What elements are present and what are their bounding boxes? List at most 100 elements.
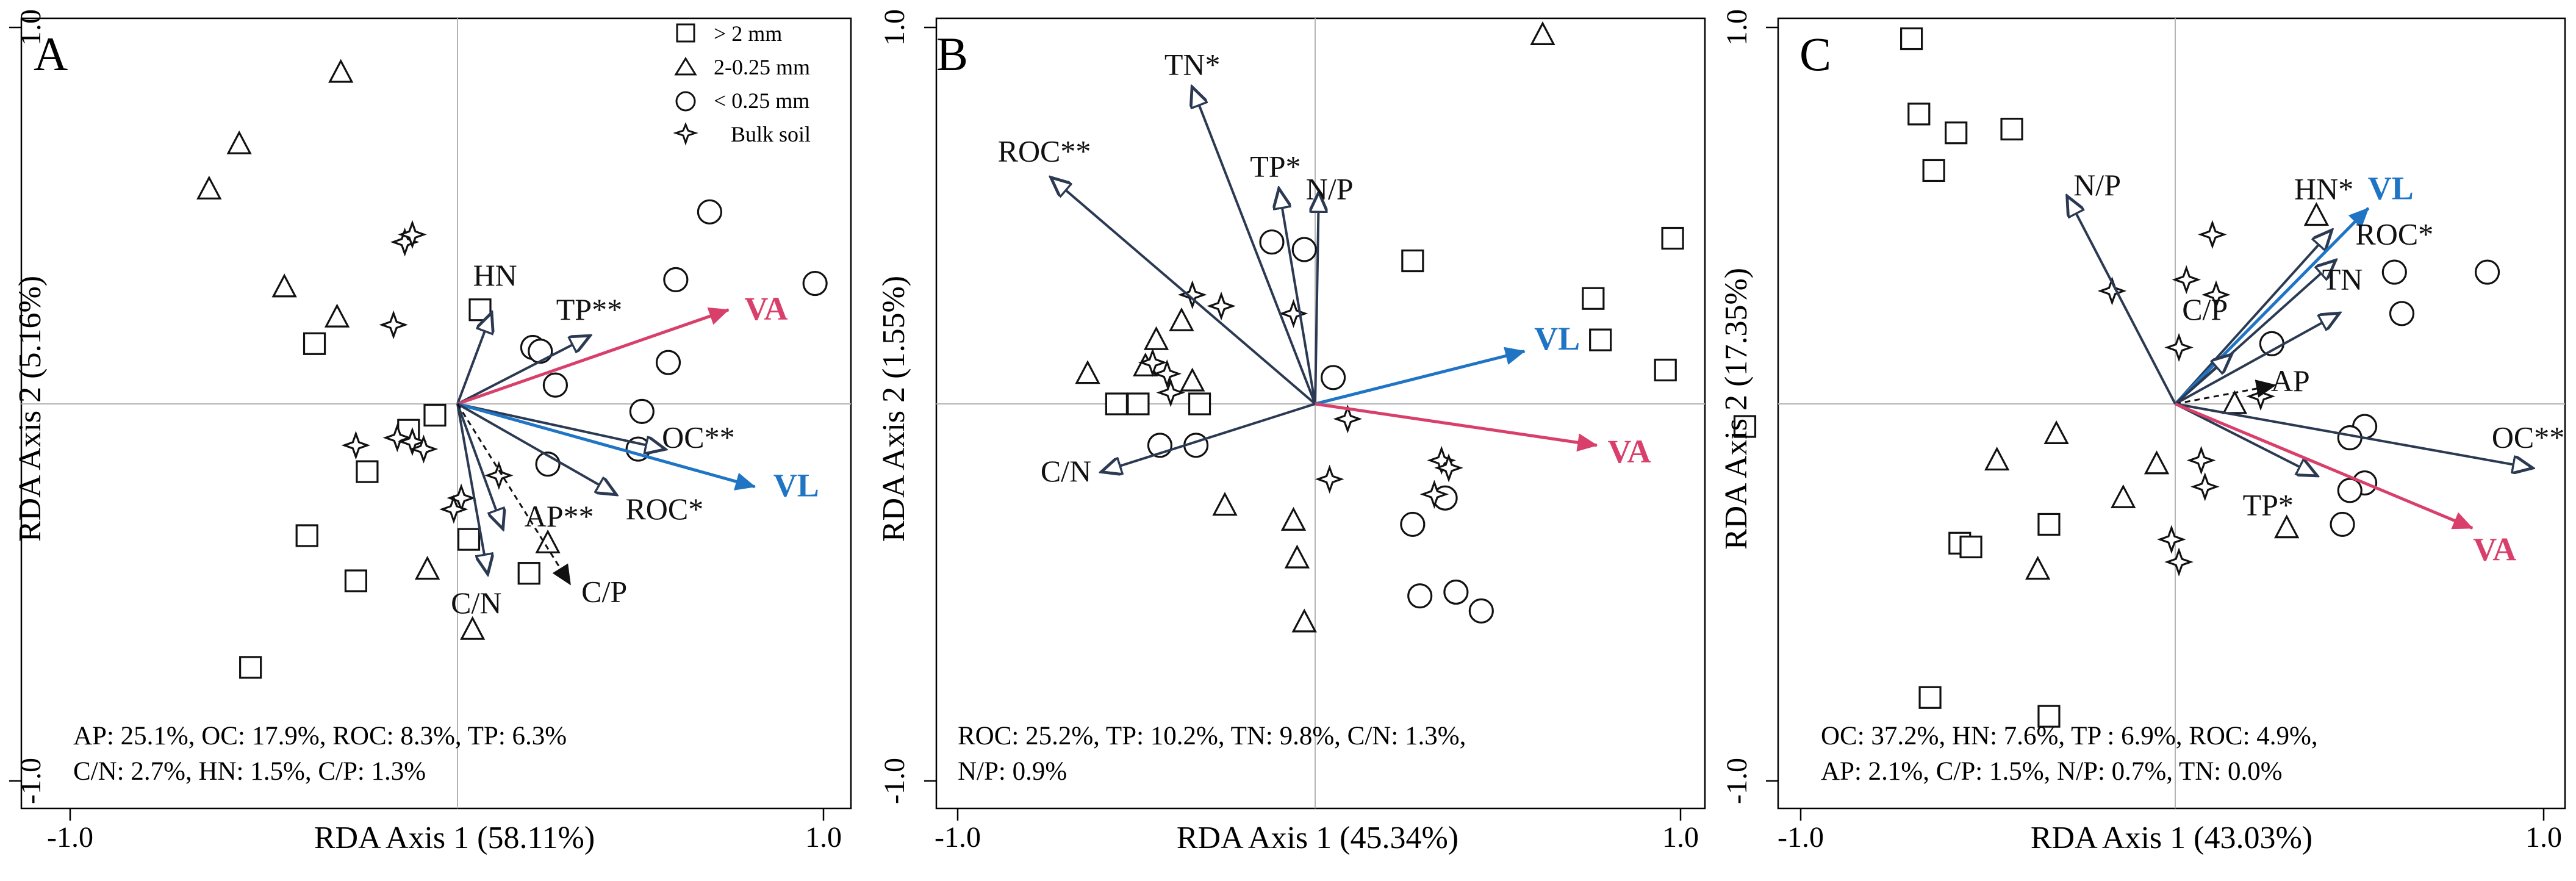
point-triangle <box>1984 447 2010 471</box>
point-star <box>2186 445 2216 475</box>
panel-c: C -1.0 1.0 1.0 -1.0 RDA Axis 1 (43.03%) … <box>1719 9 2566 855</box>
point-circle <box>1291 237 1317 262</box>
point-star <box>2198 220 2227 250</box>
point-square <box>356 460 379 483</box>
panel-b: B -1.0 1.0 1.0 -1.0 RDA Axis 1 (45.34%) … <box>877 9 1757 855</box>
point-square <box>1188 392 1211 415</box>
point-star <box>439 495 468 524</box>
point-triangle <box>1530 21 1555 45</box>
point-triangle <box>535 529 561 553</box>
point-square <box>344 569 368 592</box>
panel-c-y-ticks: 1.0 -1.0 <box>1721 9 1778 804</box>
point-circle <box>655 350 681 375</box>
panel-c-frame <box>1777 17 2566 810</box>
panel-c-x-ticks: -1.0 1.0 <box>1778 808 2562 854</box>
point-square <box>2037 512 2061 536</box>
point-circle <box>1468 598 1494 624</box>
panel-c-x-tick-label: -1.0 <box>1778 821 1824 854</box>
arrow-label: C/P <box>581 575 627 609</box>
point-square <box>1945 121 1968 145</box>
point-triangle <box>1280 506 1307 531</box>
point-star <box>2164 547 2194 577</box>
point-star <box>1315 464 1344 494</box>
point-star <box>2164 333 2194 362</box>
arrow-tp <box>457 336 589 405</box>
point-star <box>1152 359 1182 389</box>
point-star <box>484 461 514 490</box>
point-star <box>1207 291 1236 321</box>
arrow-label: OC** <box>662 420 734 455</box>
arrow-oc <box>2175 403 2532 468</box>
arrow-label: C/P <box>2182 292 2228 326</box>
arrow-label: TN <box>2322 262 2363 296</box>
panel-b-summary-line-1: ROC: 25.2%, TP: 10.2%, TN: 9.8%, C/N: 1.… <box>958 722 1466 750</box>
panel-b-plot-layer: TN* ROC** TP*N/P VL VA C/N <box>998 21 1757 633</box>
panel-c-x-axis-label: RDA Axis 1 (43.03%) <box>2031 821 2312 855</box>
panel-a: A -1.0 1.0 1.0 -1.0 RDA Axis 1 (58.11%) … <box>9 9 852 855</box>
panel-b-y-axis-label: RDA Axis 2 (1.55%) <box>877 276 911 542</box>
arrow-tp <box>1279 189 1316 405</box>
point-star <box>2157 525 2186 554</box>
panel-b-x-axis-label: RDA Axis 1 (45.34%) <box>1177 821 1458 855</box>
panel-a-label: A <box>34 27 68 81</box>
point-square <box>2037 705 2061 728</box>
point-star <box>2172 265 2201 295</box>
arrow-vl <box>2174 207 2370 405</box>
panel-c-summary-line-1: OC: 37.2%, HN: 7.6%, TP : 6.9%, ROC: 4.9… <box>1821 722 2318 750</box>
arrow-cp <box>2174 355 2231 405</box>
point-triangle <box>1212 492 1238 516</box>
point-circle <box>1443 579 1469 605</box>
point-circle <box>1259 229 1285 255</box>
point-triangle <box>460 616 486 640</box>
panel-b-y-ticks: 1.0 -1.0 <box>878 9 936 804</box>
point-circle <box>2337 478 2363 503</box>
legend-square-icon <box>676 23 695 43</box>
legend-label: Bulk soil <box>731 122 811 146</box>
panel-b-label: B <box>936 27 968 81</box>
point-circle <box>528 339 553 364</box>
legend-star-icon <box>673 121 698 146</box>
point-square <box>1127 392 1150 415</box>
point-circle <box>1407 583 1433 609</box>
point-triangle <box>1291 608 1317 633</box>
arrow-label: ROC** <box>998 134 1091 168</box>
point-square <box>2000 117 2023 141</box>
arrow-va <box>1315 402 1598 452</box>
point-triangle <box>226 130 252 154</box>
point-triangle <box>1169 307 1194 331</box>
point-star <box>398 220 427 250</box>
legend-triangle-icon <box>674 57 697 76</box>
panel-c-summary-line-2: AP: 2.1%, C/P: 1.5%, N/P: 0.7%, TN: 0.0% <box>1821 757 2283 786</box>
point-star <box>1177 280 1207 309</box>
arrow-hn <box>456 314 492 405</box>
point-circle <box>629 398 655 424</box>
point-triangle <box>328 59 354 83</box>
panel-a-y-ticks: 1.0 -1.0 <box>9 9 47 804</box>
point-square <box>303 332 326 355</box>
point-triangle <box>196 175 222 200</box>
panel-b-frame <box>935 17 1706 810</box>
legend-label: < 0.25 mm <box>714 88 809 113</box>
panel-a-y-tick-label: 1.0 <box>15 9 47 46</box>
arrow-label: N/P <box>1306 171 1354 206</box>
arrow-label: AP** <box>525 499 594 533</box>
point-circle <box>2474 259 2500 285</box>
point-star <box>1156 378 1185 408</box>
panel-b-x-tick-label: 1.0 <box>1662 821 1699 854</box>
arrow-label: VL <box>1534 320 1580 357</box>
arrow-tp <box>2175 403 2316 475</box>
point-square <box>1589 328 1612 351</box>
arrow-label: VA <box>1608 433 1651 470</box>
point-triangle <box>2025 556 2051 580</box>
point-star <box>2190 472 2220 502</box>
panel-b-y-tick-label: -1.0 <box>878 758 911 804</box>
panel-c-y-axis-label: RDA Axis 2 (17.35%) <box>1719 268 1754 550</box>
panel-a-plot-layer: HN TP** VA OC** VL ROC* AP** C/N C/P <box>196 59 828 679</box>
arrow-np <box>1315 193 1319 405</box>
point-star <box>341 431 371 460</box>
panel-b-y-tick-label: 1.0 <box>878 9 911 46</box>
point-square <box>1105 392 1128 415</box>
legend-label: 2-0.25 mm <box>714 55 810 79</box>
arrow-np <box>2067 197 2176 405</box>
